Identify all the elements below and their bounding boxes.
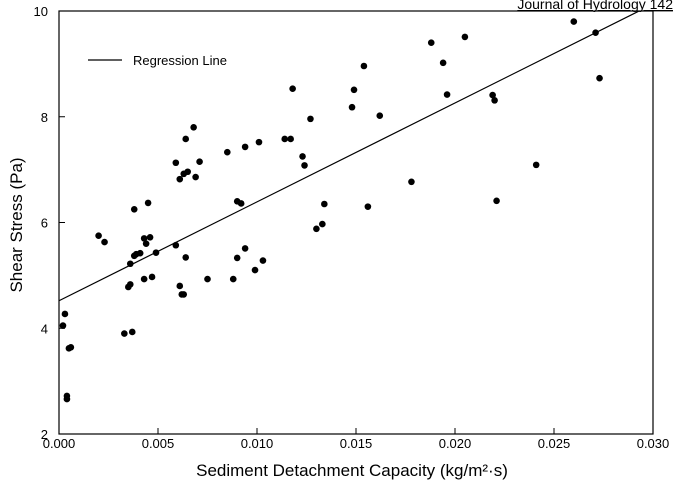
data-point: [321, 200, 328, 208]
data-point: [301, 162, 308, 169]
y-tick-label: 2: [41, 427, 48, 442]
data-point: [408, 178, 415, 186]
x-axis-title: Sediment Detachment Capacity (kg/m²·s): [196, 461, 508, 480]
data-point: [592, 29, 599, 36]
data-point: [313, 225, 320, 233]
data-point: [146, 234, 154, 241]
data-point: [237, 200, 245, 207]
data-point: [144, 199, 152, 207]
y-tick-label: 6: [41, 216, 48, 231]
data-point: [307, 115, 314, 123]
data-point: [121, 330, 128, 337]
data-point: [461, 33, 469, 41]
data-point: [142, 240, 150, 247]
y-axis-title: Shear Stress (Pa): [7, 157, 26, 292]
data-point: [348, 103, 356, 111]
data-point: [532, 161, 540, 169]
data-point: [255, 138, 263, 146]
data-point: [204, 275, 211, 283]
data-point: [148, 273, 156, 281]
data-point: [130, 205, 138, 213]
data-point: [319, 220, 326, 228]
data-point: [376, 112, 384, 119]
data-point: [570, 18, 578, 25]
data-point: [128, 328, 136, 336]
data-point: [241, 143, 249, 151]
x-tick-label: 0.000: [43, 436, 76, 451]
y-tick-label: 10: [34, 4, 48, 19]
scatter-points: [59, 18, 603, 403]
data-point: [126, 260, 134, 268]
data-point: [224, 148, 231, 156]
data-point: [427, 39, 435, 47]
data-point: [439, 59, 447, 67]
y-tick-label: 8: [41, 110, 48, 125]
data-point: [172, 159, 180, 167]
data-point: [233, 254, 241, 262]
data-point: [67, 343, 75, 351]
data-point: [63, 392, 71, 400]
data-point: [281, 135, 289, 143]
plot-frame: [58, 10, 654, 435]
legend-label: Regression Line: [133, 53, 227, 68]
data-point: [190, 124, 197, 131]
data-point: [299, 153, 306, 160]
data-point: [287, 135, 294, 143]
legend: Regression Line: [88, 53, 227, 68]
data-point: [289, 85, 296, 93]
data-point: [491, 97, 498, 104]
data-point: [241, 245, 249, 252]
data-point: [176, 282, 184, 290]
data-point: [493, 197, 500, 205]
x-tick-label: 0.025: [538, 436, 571, 451]
data-point: [101, 238, 108, 246]
data-point: [59, 322, 67, 329]
data-point: [152, 249, 160, 256]
data-point: [360, 62, 368, 70]
x-axis: 0.000 0.005 0.010 0.015 0.020 0.025 0.030: [43, 428, 670, 451]
data-point: [443, 91, 451, 98]
data-point: [61, 310, 69, 318]
x-tick-label: 0.005: [142, 436, 175, 451]
data-point: [182, 135, 190, 143]
y-axis: 2 4 6 8 10: [34, 4, 65, 442]
data-point: [126, 281, 134, 288]
data-point: [172, 241, 180, 249]
data-point: [596, 74, 603, 82]
data-point: [176, 175, 184, 183]
data-point: [196, 158, 203, 165]
x-tick-label: 0.020: [439, 436, 472, 451]
data-point: [259, 257, 267, 264]
data-point: [180, 291, 188, 298]
data-point: [184, 168, 191, 176]
data-point: [136, 249, 144, 257]
data-point: [140, 275, 148, 283]
data-point: [251, 266, 259, 274]
data-point: [229, 275, 237, 283]
source-header: Journal of Hydrology 142: [517, 0, 673, 12]
data-point: [95, 232, 102, 240]
data-point: [489, 91, 496, 99]
data-point: [192, 173, 199, 181]
x-tick-label: 0.010: [241, 436, 274, 451]
data-point: [364, 203, 372, 210]
data-point: [182, 254, 190, 261]
plot-border: [58, 10, 654, 435]
x-tick-label: 0.030: [637, 436, 670, 451]
data-point: [350, 86, 358, 94]
y-tick-label: 4: [41, 321, 48, 336]
data-point: [140, 235, 148, 242]
x-tick-label: 0.015: [340, 436, 373, 451]
